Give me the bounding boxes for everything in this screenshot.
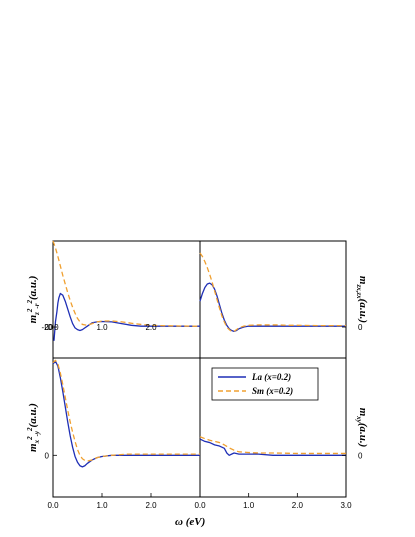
x-tick-label-tl: 0.0: [47, 323, 59, 332]
ylabel-base: m: [27, 443, 39, 452]
legend: La (x=0.2) Sm (x=0.2): [211, 367, 319, 401]
y-axis-label-br: mxy(a.u.): [355, 408, 369, 448]
x-tick-label-tl: 2.0: [145, 323, 157, 332]
x-tick-label-bl: 0.0: [47, 501, 59, 510]
series-line-br-sm: [199, 436, 346, 455]
x-tick-label-bl: 1.0: [96, 501, 108, 510]
ylabel-base: m: [357, 276, 369, 285]
panel-br: 0 0.0 1.0 2.0 3.0 mxy(a.u.): [194, 408, 369, 510]
y-zero-label-br: 0: [358, 451, 363, 460]
ylabel-sub: zx,zx: [355, 283, 363, 299]
x-tick-label-br: 3.0: [340, 501, 352, 510]
legend-label-la: La (x=0.2): [251, 372, 291, 382]
series-line-tr-sm: [199, 252, 346, 332]
ylabel-unit: (a.u.): [27, 403, 39, 427]
legend-label-sm: Sm (x=0.2): [252, 386, 293, 396]
ylabel-unit: (a.u.): [357, 299, 369, 323]
series-line-tr-la: [199, 282, 346, 332]
ylabel-sup: 2: [26, 300, 34, 305]
series-line-tl-sm: [52, 240, 200, 327]
ylabel-base: m: [27, 314, 39, 323]
ylabel-sub: -r: [33, 303, 41, 308]
y-axis-label-tl: mz2-r2(a.u.): [26, 276, 41, 324]
ylabel-sub: -y: [33, 430, 41, 436]
series-line-tl-la: [53, 292, 200, 341]
ylabel-base: m: [357, 408, 369, 417]
ylabel-sub: z: [33, 312, 41, 316]
ylabel-sup: 2: [26, 308, 34, 313]
series-line-br-la: [199, 438, 346, 456]
ylabel-unit: (a.u.): [357, 423, 369, 447]
ylabel-sub: x: [33, 439, 41, 444]
x-tick-label-br: 0.0: [194, 501, 206, 510]
ylabel-sup: 2: [26, 427, 34, 432]
y-zero-label-overlap-tl: -20: [41, 323, 53, 332]
series-line-bl-la: [52, 360, 200, 468]
y-zero-label-tl: 0: [45, 323, 50, 332]
legend-box: [211, 367, 319, 401]
y-axis-label-bl: mx2-y2(a.u.): [26, 403, 41, 452]
chart-panels: 0-200.0 1.0 2.0mz2-r2(a.u.)0mzx,zx(a.u.)00…: [26, 240, 369, 510]
ylabel-unit: (a.u.): [27, 276, 39, 300]
ylabel-sub: xy: [355, 415, 363, 424]
y-zero-label-bl: 0: [45, 451, 50, 460]
x-tick-label-br: 1.0: [243, 501, 255, 510]
series-line-bl-sm: [52, 359, 200, 462]
x-axis-label: ω (eV): [175, 516, 205, 528]
x-tick-label-br: 2.0: [292, 501, 304, 510]
x-tick-label-bl: 2.0: [145, 501, 157, 510]
x-tick-label-tl: 1.0: [96, 323, 108, 332]
ylabel-sup: 2: [26, 436, 34, 441]
y-zero-label-tr: 0: [358, 323, 363, 332]
y-axis-label-tr: mzx,zx(a.u.): [355, 276, 369, 323]
